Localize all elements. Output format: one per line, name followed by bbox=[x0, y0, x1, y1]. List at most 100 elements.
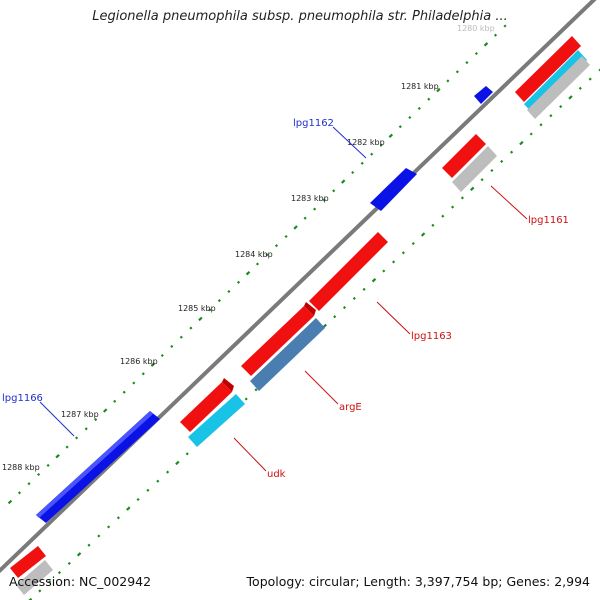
ruler-dot bbox=[136, 497, 140, 502]
ruler-dot bbox=[55, 454, 60, 459]
ruler-dot bbox=[559, 105, 563, 109]
ruler-dot bbox=[284, 234, 288, 239]
genome-backbone bbox=[0, 0, 597, 574]
ruler-dot bbox=[392, 260, 396, 264]
gene-label-lpg1161[interactable]: lpg1161 bbox=[528, 215, 569, 226]
ruler-dot bbox=[179, 335, 183, 339]
ruler-dot bbox=[340, 179, 346, 184]
ruler-dot bbox=[122, 390, 126, 394]
genes-value: 2,994 bbox=[554, 574, 590, 589]
ruler-dot bbox=[332, 189, 336, 193]
ruler-dot bbox=[146, 488, 150, 492]
ruler-dot bbox=[420, 232, 426, 237]
ruler-dot bbox=[451, 205, 455, 209]
ruler-dot bbox=[303, 216, 307, 220]
topology-label: Topology: bbox=[246, 574, 306, 589]
ruler-dot bbox=[244, 397, 248, 401]
ruler-dot bbox=[132, 381, 136, 385]
ruler-tick-label: 1280 kbp bbox=[457, 24, 495, 33]
reverse-strand-genes bbox=[10, 36, 590, 595]
ruler-dot bbox=[313, 207, 317, 211]
ruler-dot bbox=[37, 472, 41, 477]
organism-title: Legionella pneumophila subsp. pneumophil… bbox=[92, 9, 508, 24]
ruler-dot bbox=[401, 251, 405, 255]
length-value: 3,397,754 bp bbox=[414, 574, 499, 589]
ruler-dot bbox=[493, 33, 498, 37]
ruler-dot bbox=[370, 152, 374, 156]
ruler-tick-label: 1281 kbp bbox=[401, 82, 439, 91]
gene-label-lpg1163[interactable]: lpg1163 bbox=[411, 331, 452, 342]
gene-labels: lpg1162 lpg1161 lpg1163 argE lpg1166 udk bbox=[2, 118, 569, 480]
ruler-dot bbox=[175, 460, 180, 466]
ruler-dot bbox=[166, 470, 170, 474]
ruler-tick-label: 1285 kbp bbox=[178, 304, 216, 313]
gene-lpg1163[interactable] bbox=[309, 232, 388, 311]
gene-udk[interactable] bbox=[180, 378, 234, 432]
gene-label-lpg1162[interactable]: lpg1162 bbox=[293, 118, 334, 129]
ruler-dot bbox=[333, 315, 337, 319]
ruler-dot bbox=[539, 123, 543, 127]
ruler-dot bbox=[455, 70, 459, 74]
ruler-dot bbox=[417, 106, 421, 110]
leader-udk bbox=[233, 437, 267, 472]
ruler-dot bbox=[382, 269, 386, 273]
ruler-dot bbox=[102, 408, 108, 413]
ruler-dot bbox=[116, 516, 120, 520]
ruler-dot bbox=[351, 170, 355, 175]
ruler-dot bbox=[362, 287, 366, 291]
ruler-tick-label: 1288 kbp bbox=[2, 463, 40, 472]
ruler-tick-labels: 1280 kbp 1281 kbp 1282 kbp 1283 kbp 1284 kbp… bbox=[2, 24, 495, 472]
ruler-dot bbox=[578, 86, 582, 90]
ruler-dot bbox=[342, 306, 347, 310]
genome-summary: Topology: circular; Length: 3,397,754 bp… bbox=[246, 574, 590, 589]
ruler-dot bbox=[265, 253, 269, 257]
genes-label: Genes: bbox=[506, 574, 551, 589]
ruler-dot bbox=[568, 95, 573, 100]
ruler-dot bbox=[97, 534, 101, 538]
gene-label-leaders bbox=[39, 126, 528, 472]
ruler-dot bbox=[7, 499, 13, 505]
ruler-dot bbox=[141, 372, 145, 376]
length-label: Length: bbox=[363, 574, 411, 589]
ruler-dot bbox=[469, 186, 475, 191]
gene-label-lpg1166[interactable]: lpg1166 bbox=[2, 393, 43, 404]
gene-udk-partner[interactable] bbox=[188, 394, 245, 447]
accession-value: NC_002942 bbox=[79, 574, 152, 589]
ruler-dot bbox=[87, 543, 91, 547]
ruler-dot bbox=[27, 482, 31, 486]
gene-lpg1161-partner[interactable] bbox=[452, 146, 497, 192]
ruler-dot bbox=[27, 597, 33, 600]
ruler-dot bbox=[500, 159, 504, 163]
ruler-dot bbox=[236, 280, 241, 284]
leader-lpg1161 bbox=[490, 185, 528, 220]
gene-lpg1166[interactable] bbox=[36, 411, 160, 523]
ruler-dot bbox=[94, 418, 98, 422]
ruler-dot bbox=[371, 278, 377, 283]
ruler-dot bbox=[588, 77, 592, 81]
leader-lpg1163 bbox=[376, 301, 411, 335]
gene-lpg1162[interactable] bbox=[370, 168, 417, 211]
gene-argE-partner[interactable] bbox=[250, 318, 325, 391]
gene-lpg1160[interactable] bbox=[474, 86, 493, 104]
gene-lpg1161[interactable] bbox=[442, 134, 486, 178]
ruler-dot bbox=[549, 114, 553, 118]
ruler-dot bbox=[84, 427, 88, 431]
ruler-dot bbox=[510, 150, 514, 154]
ruler-dot bbox=[446, 79, 450, 83]
gene-top-right[interactable] bbox=[515, 36, 590, 119]
ruler-dot bbox=[293, 225, 298, 230]
ruler-dot bbox=[185, 452, 189, 456]
gene-label-argE[interactable]: argE bbox=[339, 402, 362, 413]
gene-bottom-left[interactable] bbox=[10, 546, 53, 595]
ruler-dot bbox=[38, 589, 42, 593]
ruler-dot bbox=[436, 87, 441, 93]
ruler-dot bbox=[480, 178, 484, 182]
accession-label: Accession: bbox=[9, 574, 76, 589]
ruler-tick-label: 1286 kbp bbox=[120, 357, 158, 366]
gene-argE[interactable] bbox=[241, 302, 316, 376]
ruler-dot bbox=[75, 436, 79, 440]
forward-strand-genes bbox=[36, 86, 493, 523]
gene-label-udk[interactable]: udk bbox=[267, 469, 286, 480]
